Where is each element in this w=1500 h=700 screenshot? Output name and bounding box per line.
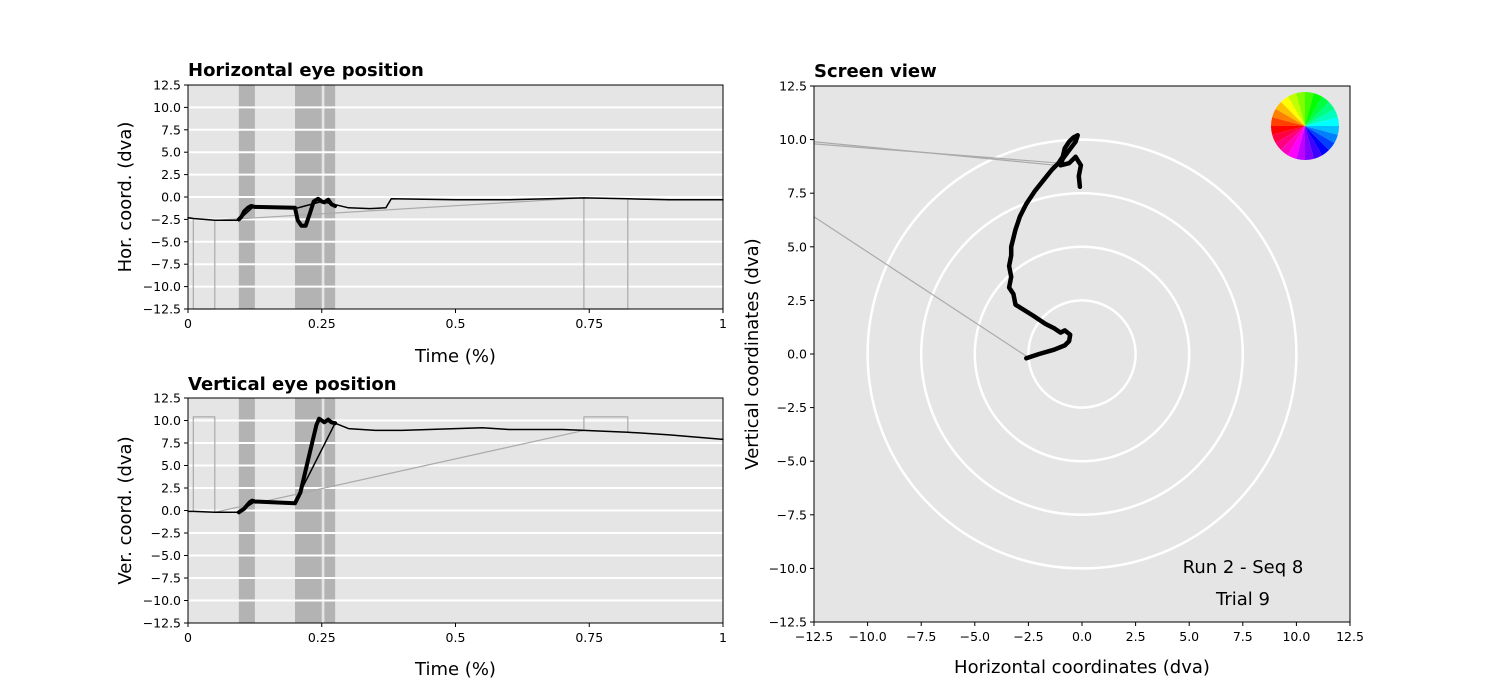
y-tick-label: 10.0 bbox=[153, 413, 181, 428]
y-tick-label: 7.5 bbox=[161, 436, 181, 451]
x-tick-label: 0 bbox=[184, 630, 192, 645]
y-tick-label: −12.5 bbox=[769, 615, 807, 630]
panel-title: Vertical eye position bbox=[188, 374, 397, 395]
y-tick-label: −2.5 bbox=[151, 526, 181, 541]
y-tick-label: 2.5 bbox=[161, 481, 181, 496]
y-tick-label: −10.0 bbox=[769, 561, 807, 576]
x-tick-label: 0.0 bbox=[1072, 629, 1092, 644]
x-tick-label: 12.5 bbox=[1336, 629, 1364, 644]
x-tick-label: −10.0 bbox=[848, 629, 886, 644]
x-axis-label: Time (%) bbox=[414, 659, 496, 680]
y-tick-label: 0.0 bbox=[787, 347, 807, 362]
chart-panel-1: 12.5 10.0 7.5 5.0 2.5 0.0 −2.5 −5.0 −7.5 −10.0 −12… bbox=[115, 374, 727, 680]
x-tick-label: 0.75 bbox=[575, 316, 603, 331]
x-tick-label: −12.5 bbox=[795, 629, 833, 644]
x-tick-label: 0 bbox=[184, 316, 192, 331]
y-tick-label: −2.5 bbox=[777, 400, 807, 415]
y-tick-label: 10.0 bbox=[153, 100, 181, 115]
y-tick-label: −5.0 bbox=[151, 234, 181, 249]
y-axis-label: Ver. coord. (dva) bbox=[115, 436, 136, 584]
y-tick-label: −5.0 bbox=[151, 548, 181, 563]
y-tick-label: 12.5 bbox=[779, 79, 807, 94]
x-tick-label: 0.25 bbox=[308, 630, 336, 645]
y-tick-label: −5.0 bbox=[777, 454, 807, 469]
trial-label: Trial 9 bbox=[1215, 589, 1270, 610]
x-tick-label: −7.5 bbox=[906, 629, 936, 644]
x-tick-label: 7.5 bbox=[1233, 629, 1253, 644]
run-seq-label: Run 2 - Seq 8 bbox=[1183, 557, 1304, 578]
y-axis-label: Hor. coord. (dva) bbox=[115, 122, 136, 273]
y-tick-label: −2.5 bbox=[151, 212, 181, 227]
y-tick-label: −12.5 bbox=[143, 616, 181, 631]
x-tick-label: 0.5 bbox=[446, 630, 466, 645]
x-tick-label: 0.5 bbox=[446, 316, 466, 331]
x-tick-label: −2.5 bbox=[1013, 629, 1043, 644]
y-tick-label: −10.0 bbox=[143, 279, 181, 294]
x-tick-label: 1 bbox=[719, 316, 727, 331]
y-tick-label: −12.5 bbox=[143, 302, 181, 317]
chart-panel-2: Run 2 - Seq 8 Trial 9 12.5 10.0 7.5 5.0 2.5 0.0… bbox=[742, 61, 1364, 678]
panel-title: Horizontal eye position bbox=[188, 60, 424, 81]
y-tick-label: 2.5 bbox=[161, 167, 181, 182]
x-axis-label: Horizontal coordinates (dva) bbox=[954, 657, 1210, 678]
y-tick-label: 5.0 bbox=[787, 239, 807, 254]
panel-title: Screen view bbox=[814, 61, 937, 82]
y-tick-label: −7.5 bbox=[777, 507, 807, 522]
y-tick-label: −10.0 bbox=[143, 593, 181, 608]
y-tick-label: 7.5 bbox=[161, 122, 181, 137]
x-tick-label: 2.5 bbox=[1126, 629, 1146, 644]
x-tick-label: 1 bbox=[719, 630, 727, 645]
y-tick-label: −7.5 bbox=[151, 257, 181, 272]
y-tick-label: 5.0 bbox=[161, 145, 181, 160]
y-tick-label: 2.5 bbox=[787, 293, 807, 308]
direction-color-wheel bbox=[1271, 92, 1339, 160]
x-tick-label: 10.0 bbox=[1282, 629, 1310, 644]
x-tick-label: 0.25 bbox=[308, 316, 336, 331]
x-axis-label: Time (%) bbox=[414, 346, 496, 367]
y-tick-label: 0.0 bbox=[161, 503, 181, 518]
y-axis-label: Vertical coordinates (dva) bbox=[742, 238, 763, 469]
y-tick-label: 10.0 bbox=[779, 132, 807, 147]
y-tick-label: 12.5 bbox=[153, 391, 181, 406]
y-tick-label: 7.5 bbox=[787, 186, 807, 201]
x-tick-label: 5.0 bbox=[1179, 629, 1199, 644]
y-tick-label: 5.0 bbox=[161, 458, 181, 473]
y-tick-label: 12.5 bbox=[153, 78, 181, 93]
y-tick-label: −7.5 bbox=[151, 571, 181, 586]
x-tick-label: 0.75 bbox=[575, 630, 603, 645]
y-tick-label: 0.0 bbox=[161, 190, 181, 205]
x-tick-label: −5.0 bbox=[960, 629, 990, 644]
chart-panel-0: 12.5 10.0 7.5 5.0 2.5 0.0 −2.5 −5.0 −7.5 −10.0 −12… bbox=[115, 60, 727, 367]
